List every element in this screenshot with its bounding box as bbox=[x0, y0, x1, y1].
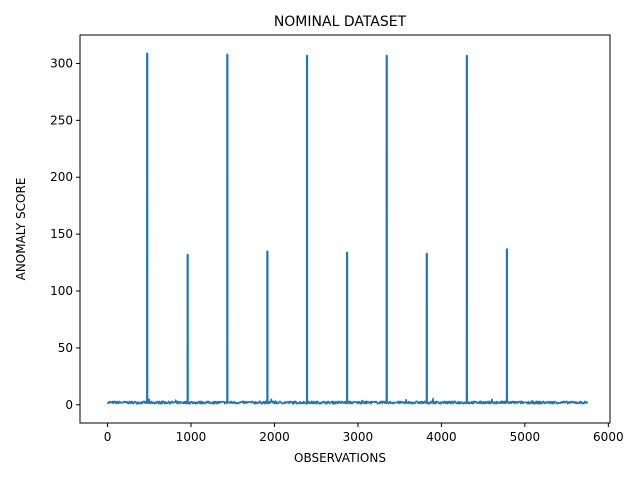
x-axis-label: OBSERVATIONS bbox=[294, 451, 386, 465]
x-tick-label: 3000 bbox=[343, 430, 374, 444]
x-tick-label: 4000 bbox=[426, 430, 457, 444]
axes-frame bbox=[79, 34, 611, 424]
x-tick-label: 1000 bbox=[176, 430, 207, 444]
y-tick-label: 0 bbox=[65, 398, 73, 412]
y-axis: 0 50 100 150 200 250 300 bbox=[50, 56, 80, 412]
x-axis: 0 1000 2000 3000 4000 5000 6000 bbox=[104, 423, 624, 444]
y-tick-label: 150 bbox=[50, 227, 73, 241]
x-tick-label: 5000 bbox=[510, 430, 541, 444]
x-tick-label: 2000 bbox=[259, 430, 290, 444]
y-tick-label: 50 bbox=[58, 341, 73, 355]
y-tick-label: 100 bbox=[50, 284, 73, 298]
chart-title: NOMINAL DATASET bbox=[274, 14, 407, 30]
plot-area bbox=[106, 52, 589, 405]
y-axis-label: ANOMALY SCORE bbox=[14, 178, 28, 281]
y-tick-label: 300 bbox=[50, 56, 73, 70]
y-tick-label: 200 bbox=[50, 170, 73, 184]
x-tick-label: 0 bbox=[104, 430, 112, 444]
y-tick-label: 250 bbox=[50, 113, 73, 127]
x-tick-label: 6000 bbox=[593, 430, 624, 444]
